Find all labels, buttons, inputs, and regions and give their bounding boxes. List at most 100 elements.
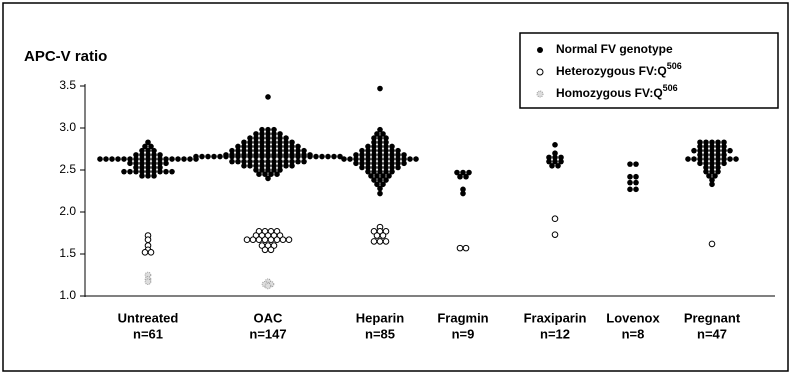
data-point <box>377 126 383 133</box>
data-point <box>145 152 151 158</box>
data-point <box>259 167 265 173</box>
data-point <box>229 147 235 154</box>
data-point <box>139 160 145 167</box>
n-label: n=61 <box>133 326 163 341</box>
data-point <box>401 156 407 162</box>
data-point <box>271 135 277 141</box>
data-point <box>133 156 139 162</box>
legend-superscript: 506 <box>663 83 678 93</box>
data-point <box>715 139 721 146</box>
data-point <box>319 153 325 160</box>
data-point <box>265 167 271 173</box>
legend-superscript: 506 <box>667 61 682 71</box>
data-point <box>145 173 151 179</box>
data-point <box>265 163 271 169</box>
data-point <box>109 156 115 162</box>
legend-label: Homozygous FV:Q506 <box>556 83 678 100</box>
data-point <box>365 156 371 162</box>
data-point <box>253 131 259 137</box>
data-point <box>241 153 247 160</box>
data-point <box>401 160 407 167</box>
data-point <box>715 152 721 158</box>
data-point <box>157 164 163 171</box>
data-point <box>247 163 253 169</box>
data-point <box>157 156 163 162</box>
data-point <box>127 168 133 175</box>
y-tick-label: 2.5 <box>59 162 76 176</box>
data-point <box>721 156 727 162</box>
data-point <box>715 143 721 150</box>
legend-marker <box>536 90 544 98</box>
data-point <box>463 173 469 180</box>
data-point <box>359 160 365 167</box>
data-point <box>721 139 727 146</box>
data-point <box>721 152 727 158</box>
data-point <box>289 147 295 154</box>
x-tick-label: Heparin <box>356 310 404 325</box>
data-point <box>151 164 157 171</box>
data-point <box>277 135 283 141</box>
data-point <box>466 169 472 176</box>
data-point <box>359 152 365 158</box>
data-point <box>259 143 265 150</box>
data-point <box>462 244 470 252</box>
data-point <box>283 143 289 150</box>
data-point <box>371 168 377 175</box>
data-point <box>271 131 277 137</box>
data-point <box>389 160 395 167</box>
data-point <box>253 147 259 154</box>
data-point <box>371 160 377 167</box>
data-point <box>277 167 283 173</box>
data-point <box>187 156 193 162</box>
data-point <box>142 143 148 150</box>
data-point <box>261 236 269 244</box>
x-tick-label: Pregnant <box>684 310 741 325</box>
data-point <box>377 160 383 167</box>
data-point <box>139 168 145 175</box>
data-point <box>247 143 253 150</box>
data-point <box>289 153 295 160</box>
data-point <box>229 158 235 165</box>
data-point <box>243 236 251 244</box>
data-point <box>295 153 301 160</box>
data-point <box>703 168 709 175</box>
data-point <box>133 152 139 158</box>
data-point <box>546 158 552 165</box>
data-point <box>697 156 703 162</box>
data-point <box>267 246 275 254</box>
data-point <box>371 156 377 162</box>
data-point <box>709 181 715 188</box>
data-point <box>157 152 163 158</box>
data-point <box>715 164 721 171</box>
data-point <box>313 153 319 160</box>
data-point <box>193 153 199 160</box>
legend <box>519 32 779 109</box>
y-axis-title: APC-V ratio <box>24 48 107 65</box>
data-point <box>727 147 733 154</box>
data-point <box>295 158 301 165</box>
data-point <box>163 168 169 175</box>
data-point <box>389 147 395 154</box>
data-point <box>552 150 558 156</box>
data-point <box>301 147 307 154</box>
x-tick-label: Fragmin <box>437 310 488 325</box>
data-point <box>229 153 235 160</box>
data-point <box>709 147 715 154</box>
data-point <box>365 160 371 167</box>
data-point <box>377 135 383 141</box>
y-tick-label: 3.5 <box>59 78 76 92</box>
data-point <box>277 143 283 150</box>
data-point <box>389 168 395 175</box>
data-point <box>301 153 307 160</box>
data-point <box>121 168 127 175</box>
data-point <box>383 139 389 146</box>
data-point <box>733 156 739 162</box>
data-point <box>359 164 365 171</box>
data-point <box>715 156 721 162</box>
data-point <box>144 278 152 286</box>
data-point <box>627 186 633 193</box>
data-point <box>549 163 555 169</box>
data-point <box>715 147 721 154</box>
data-point <box>147 249 155 256</box>
